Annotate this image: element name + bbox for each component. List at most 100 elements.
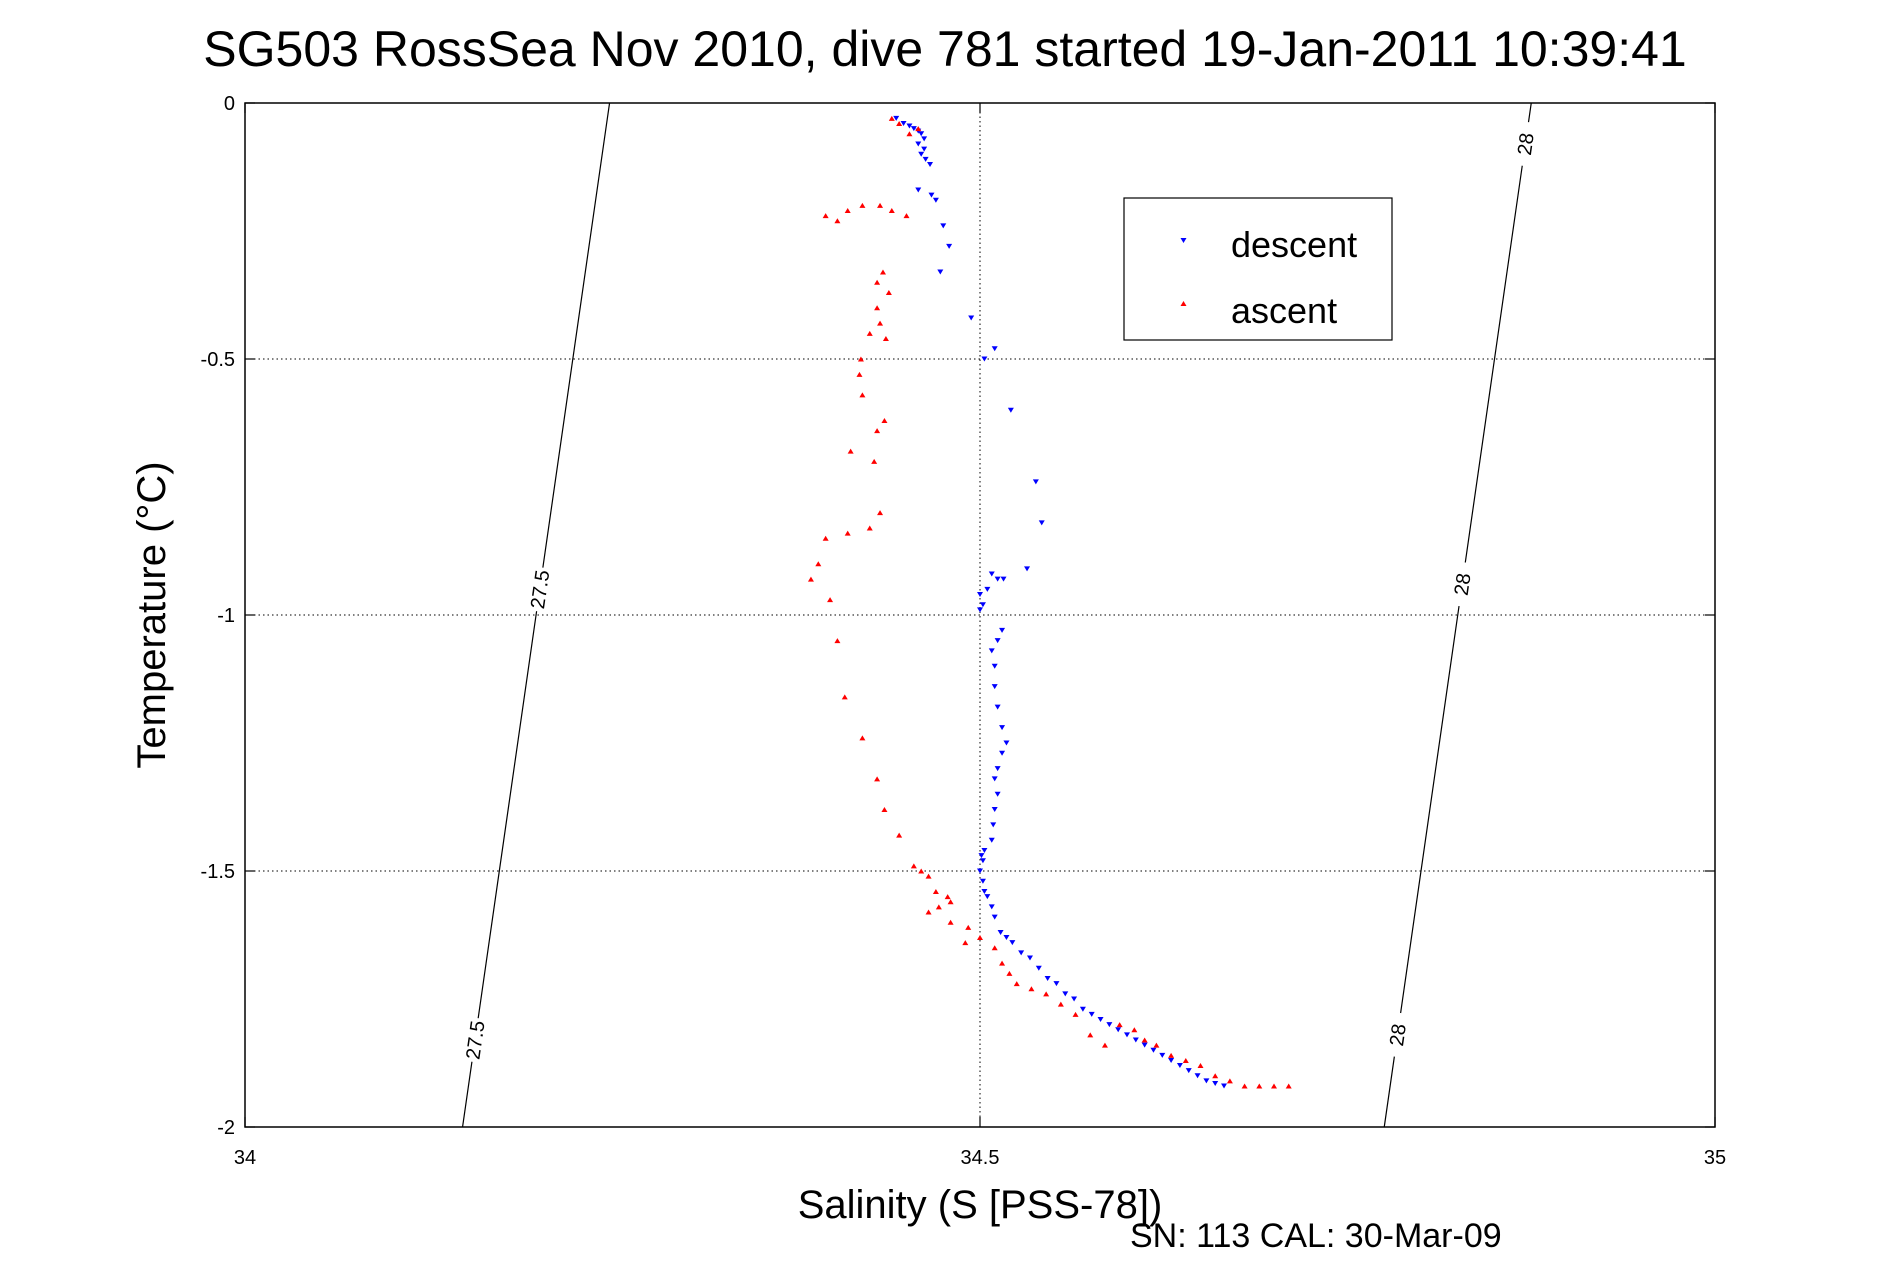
- ascent-point: [896, 832, 903, 838]
- ascent-point: [1168, 1052, 1175, 1058]
- ascent-point: [1241, 1083, 1248, 1089]
- ascent-point: [844, 208, 851, 214]
- ascent-point: [947, 919, 954, 925]
- descent-point: [946, 243, 953, 249]
- descent-point: [1071, 996, 1078, 1002]
- ascent-point: [877, 510, 884, 516]
- descent-point: [1150, 1047, 1157, 1053]
- descent-point: [1018, 950, 1025, 956]
- x-tick-label: 34: [234, 1147, 256, 1169]
- descent-point: [1003, 935, 1010, 941]
- legend-descent-marker: [1180, 238, 1187, 243]
- descent-point: [1194, 1073, 1201, 1079]
- y-axis-label: Temperature (°C): [130, 461, 174, 768]
- ascent-point: [1153, 1042, 1160, 1048]
- isopycnal-label: 28: [1386, 1022, 1411, 1047]
- descent-point: [991, 346, 998, 352]
- x-axis-label: Salinity (S [PSS-78]): [798, 1183, 1163, 1227]
- descent-point: [1141, 1042, 1148, 1048]
- descent-point: [1053, 981, 1060, 987]
- legend-descent-label: descent: [1231, 224, 1357, 265]
- descent-point: [1212, 1080, 1219, 1086]
- descent-point: [1106, 1022, 1113, 1028]
- descent-point: [977, 592, 983, 598]
- ascent-point: [1043, 991, 1050, 997]
- ascent-point: [1285, 1083, 1292, 1089]
- descent-point: [915, 141, 922, 147]
- descent-point: [991, 914, 998, 920]
- ascent-point: [1072, 1011, 1079, 1017]
- ascent-point: [925, 909, 932, 915]
- descent-point: [1000, 576, 1007, 582]
- ascent-series: [807, 115, 1292, 1089]
- descent-point: [1221, 1083, 1228, 1089]
- descent-point: [1035, 965, 1042, 971]
- descent-point: [981, 356, 988, 362]
- y-tick-label: -2: [217, 1117, 235, 1139]
- ascent-point: [1197, 1063, 1204, 1069]
- descent-point: [984, 894, 991, 900]
- ascent-point: [874, 776, 881, 782]
- isopycnal-label-bg: [1509, 120, 1542, 168]
- descent-point: [921, 146, 928, 152]
- descent-point: [932, 197, 939, 203]
- descent-point: [918, 131, 925, 137]
- ascent-point: [815, 561, 822, 567]
- calibration-footnote: SN: 113 CAL: 30-Mar-09: [1130, 1217, 1502, 1255]
- ascent-point: [1116, 1022, 1123, 1028]
- ascent-point: [859, 202, 866, 208]
- descent-point: [893, 115, 900, 121]
- ascent-point: [879, 269, 886, 275]
- ascent-point: [991, 945, 998, 951]
- ascent-point: [874, 305, 881, 311]
- ascent-point: [999, 960, 1006, 966]
- descent-point: [988, 571, 995, 577]
- descent-point: [991, 684, 998, 690]
- legend-box: [1123, 197, 1393, 341]
- isopycnal-label-bg: [1381, 1011, 1414, 1059]
- ascent-point: [874, 279, 881, 285]
- ascent-point: [1141, 1037, 1148, 1043]
- chart-title: SG503 RossSea Nov 2010, dive 781 started…: [203, 21, 1686, 77]
- descent-point: [1032, 479, 1039, 485]
- descent-point: [977, 607, 983, 613]
- ascent-point: [925, 873, 932, 879]
- descent-point: [994, 766, 1001, 772]
- isopycnal-label: 28: [1514, 132, 1539, 157]
- descent-point: [1124, 1032, 1130, 1038]
- ascent-point: [882, 336, 889, 342]
- descent-point: [1062, 991, 1069, 997]
- descent-point: [991, 663, 998, 669]
- ascent-point: [807, 576, 814, 582]
- descent-point: [940, 223, 947, 229]
- isopycnal-line: [461, 102, 611, 1128]
- descent-point: [994, 704, 1001, 710]
- ascent-point: [906, 131, 913, 137]
- ascent-point: [881, 417, 888, 423]
- descent-series: [893, 115, 1228, 1089]
- ascent-point: [1101, 1042, 1108, 1048]
- ascent-point: [1057, 1001, 1064, 1007]
- descent-point: [1159, 1052, 1166, 1058]
- ascent-point: [827, 597, 834, 603]
- descent-point: [968, 315, 975, 321]
- descent-point: [979, 858, 986, 864]
- ascent-point: [834, 638, 841, 644]
- y-tick-label: 0: [224, 93, 235, 115]
- ascent-point: [915, 126, 922, 132]
- isopycnal-label: 27.5: [462, 1019, 489, 1061]
- ascent-point: [896, 120, 903, 126]
- ascent-point: [877, 202, 884, 208]
- descent-point: [999, 750, 1006, 756]
- descent-point: [922, 156, 929, 162]
- ascent-point: [935, 904, 942, 910]
- descent-point: [991, 776, 998, 782]
- legend-ascent-marker: [1180, 301, 1187, 306]
- descent-point: [1097, 1016, 1104, 1022]
- descent-point: [1088, 1011, 1095, 1017]
- descent-point: [1168, 1057, 1175, 1063]
- ascent-point: [871, 458, 878, 464]
- ascent-point: [932, 888, 939, 894]
- ascent-point: [1182, 1057, 1189, 1063]
- ascent-point: [910, 863, 917, 869]
